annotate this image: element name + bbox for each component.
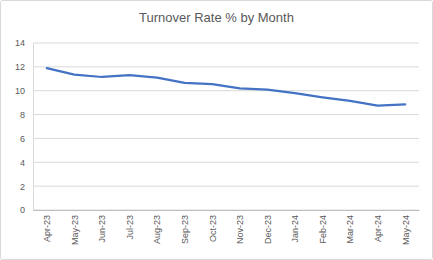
x-tick-label: Dec-23: [263, 215, 273, 244]
grid-line: [33, 210, 419, 211]
x-axis-line: [34, 210, 420, 211]
y-tick: 0: [20, 205, 33, 215]
x-tick-label: May-24: [401, 215, 411, 245]
x-tick-label: Oct-23: [208, 215, 218, 242]
x-tick-label: Aug-23: [152, 215, 162, 244]
grid-line: [33, 138, 419, 139]
title: Turnover Rate % by Month: [139, 10, 294, 25]
grid: [33, 43, 419, 210]
x-tick: Mar-24: [345, 210, 355, 244]
data-line: [47, 68, 405, 106]
x-tick: Dec-23: [263, 210, 273, 244]
grid-line: [33, 66, 419, 67]
grid-line: [33, 90, 419, 91]
x-tick: Jun-23: [97, 210, 107, 243]
x-tick-label: Jun-23: [97, 215, 107, 243]
x-tick-label: Jul-23: [125, 215, 135, 240]
x-tick: May-24: [401, 210, 411, 245]
x-tick-label: Apr-24: [373, 215, 383, 242]
x-tick-label: Jan-24: [290, 215, 300, 243]
y-tick-label: 6: [20, 134, 25, 144]
x-tick: Jan-24: [290, 210, 300, 243]
y-tick-label: 12: [15, 62, 25, 72]
x-tick: Apr-23: [42, 210, 52, 242]
y-tick: 2: [20, 182, 33, 192]
x-tick-label: Sep-23: [180, 215, 190, 244]
y-tick: 8: [20, 110, 33, 120]
y-tick-label: 10: [15, 86, 25, 96]
x-tick: Apr-24: [373, 210, 383, 242]
x-tick: Aug-23: [152, 210, 162, 244]
y-tick: 12: [15, 62, 33, 72]
chart: Turnover Rate % by Month 0 2 4 6 8 10 12 14 Apr-2…: [0, 0, 433, 260]
chart-border: [1, 1, 433, 260]
plot-area: [47, 68, 405, 106]
x-axis: Apr-23 May-23 Jun-23 Jul-23 Aug-23 Sep-23 Oct-…: [34, 210, 420, 245]
grid-line: [33, 114, 419, 115]
grid-line: [33, 43, 419, 44]
y-tick: 10: [15, 86, 33, 96]
y-tick: 6: [20, 134, 33, 144]
y-tick: 4: [20, 158, 33, 168]
y-axis-line: [33, 44, 34, 211]
y-tick-label: 8: [20, 110, 25, 120]
x-tick-label: Mar-24: [345, 215, 355, 244]
x-tick: Sep-23: [180, 210, 190, 244]
y-tick-label: 0: [20, 205, 25, 215]
y-tick: 14: [15, 38, 33, 48]
grid-line: [33, 162, 419, 163]
x-tick: Nov-23: [235, 210, 245, 244]
y-tick-label: 2: [20, 182, 25, 192]
y-axis: 0 2 4 6 8 10 12 14: [15, 38, 34, 215]
x-tick-label: Nov-23: [235, 215, 245, 244]
x-tick-label: Apr-23: [42, 215, 52, 242]
x-tick: Feb-24: [318, 210, 328, 244]
x-tick: Oct-23: [208, 210, 218, 242]
x-tick: May-23: [70, 210, 80, 245]
y-tick-label: 14: [15, 38, 25, 48]
x-tick: Jul-23: [125, 210, 135, 240]
x-tick-label: Feb-24: [318, 215, 328, 244]
x-tick-label: May-23: [70, 215, 80, 245]
y-tick-label: 4: [20, 158, 25, 168]
grid-line: [33, 186, 419, 187]
